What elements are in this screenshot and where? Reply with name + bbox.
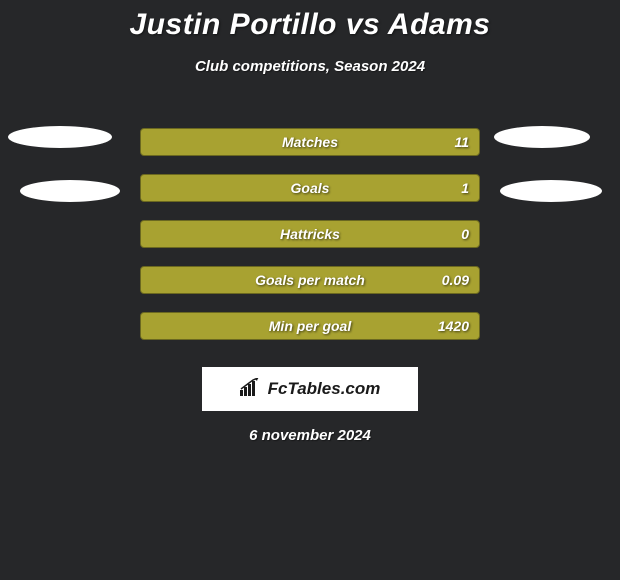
stat-value: 11	[454, 134, 469, 150]
stat-bar-goals-per-match: Goals per match 0.09	[140, 266, 480, 294]
stat-value: 0.09	[442, 272, 469, 288]
stat-row: Min per goal 1420	[0, 303, 620, 349]
stat-bar-matches: Matches 11	[140, 128, 480, 156]
stat-value: 0	[461, 226, 469, 242]
comparison-card: Justin Portillo vs Adams Club competitio…	[0, 0, 620, 444]
stat-label: Goals per match	[255, 272, 365, 288]
stat-value: 1420	[438, 318, 469, 334]
date-text: 6 november 2024	[249, 427, 371, 444]
chart-icon	[240, 378, 262, 401]
subtitle: Club competitions, Season 2024	[195, 58, 425, 75]
stat-label: Hattricks	[280, 226, 340, 242]
fctables-logo[interactable]: FcTables.com	[202, 367, 418, 411]
stat-bar-hattricks: Hattricks 0	[140, 220, 480, 248]
logo-text: FcTables.com	[268, 379, 381, 399]
page-title: Justin Portillo vs Adams	[130, 8, 491, 42]
stat-row: Goals 1	[0, 165, 620, 211]
stat-row: Matches 11	[0, 119, 620, 165]
stat-label: Goals	[291, 180, 330, 196]
stat-row: Hattricks 0	[0, 211, 620, 257]
stat-bar-min-per-goal: Min per goal 1420	[140, 312, 480, 340]
stat-label: Matches	[282, 134, 338, 150]
stats-area: Matches 11 Goals 1 Hattricks 0 Goals per…	[0, 119, 620, 349]
stat-bar-goals: Goals 1	[140, 174, 480, 202]
stat-label: Min per goal	[269, 318, 351, 334]
stat-value: 1	[461, 180, 469, 196]
stat-row: Goals per match 0.09	[0, 257, 620, 303]
